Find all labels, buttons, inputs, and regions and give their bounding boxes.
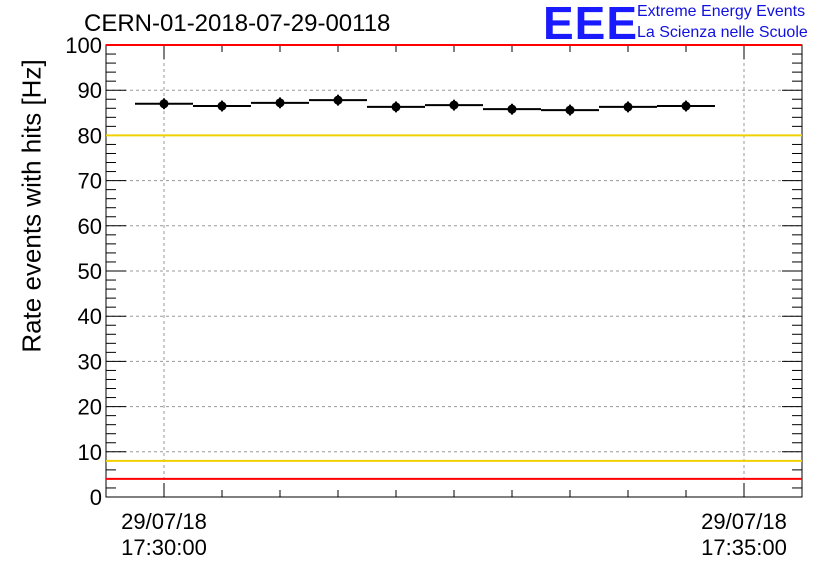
y-tick-label: 80 <box>78 123 102 148</box>
eee-logo: EEE <box>543 0 639 49</box>
y-tick-label: 20 <box>78 395 102 420</box>
y-tick-label: 60 <box>78 214 102 239</box>
y-tick-label: 100 <box>65 33 102 58</box>
x-tick-label-date: 29/07/18 <box>701 509 787 534</box>
y-tick-label: 90 <box>78 78 102 103</box>
y-tick-label: 70 <box>78 169 102 194</box>
y-tick-label: 40 <box>78 304 102 329</box>
data-point <box>391 102 401 112</box>
chart-title: CERN-01-2018-07-29-00118 <box>84 10 391 37</box>
x-tick-label: 29/07/18 17:35:00 <box>701 509 787 561</box>
data-point <box>507 104 517 114</box>
x-tick-label: 29/07/18 17:30:00 <box>121 509 207 561</box>
y-tick-label: 50 <box>78 259 102 284</box>
data-point <box>333 95 343 105</box>
data-point <box>623 102 633 112</box>
data-point <box>217 101 227 111</box>
logo-line-1: Extreme Energy Events <box>637 3 806 20</box>
x-tick-label-date: 29/07/18 <box>121 509 207 534</box>
y-tick-label: 0 <box>90 485 102 510</box>
data-point <box>275 98 285 108</box>
data-point <box>159 99 169 109</box>
data-point <box>681 101 691 111</box>
data-point <box>449 100 459 110</box>
y-tick-label: 30 <box>78 349 102 374</box>
logo-line-2: La Scienza nelle Scuole <box>637 24 808 41</box>
data-point <box>565 105 575 115</box>
x-tick-label-time: 17:30:00 <box>121 535 207 560</box>
y-tick-label: 10 <box>78 440 102 465</box>
x-tick-label-time: 17:35:00 <box>701 535 787 560</box>
